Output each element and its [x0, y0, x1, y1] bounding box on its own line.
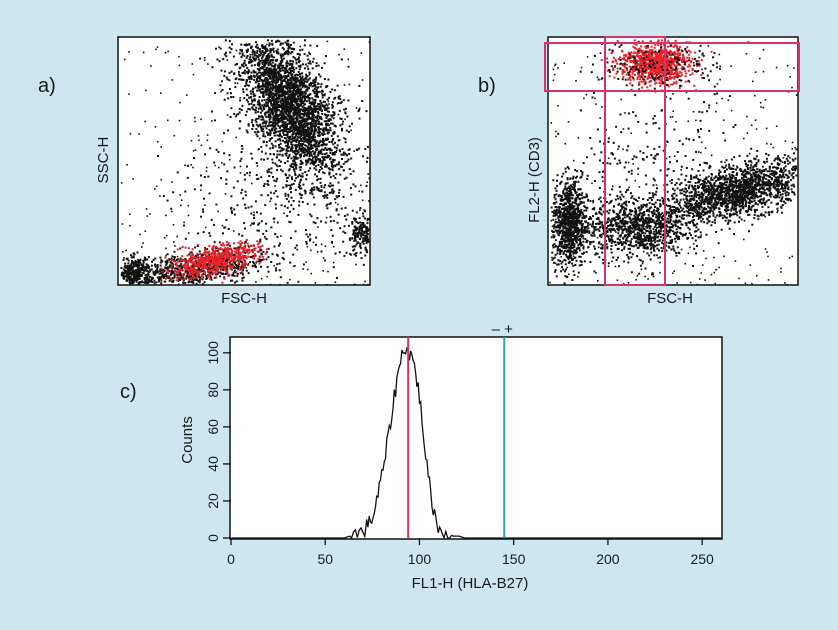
- panel-a-label: a): [38, 75, 56, 97]
- panel-c-markers: – +: [407, 321, 514, 538]
- panel-a-x-axis-label: FSC-H: [221, 290, 267, 307]
- panel-c-y-axis-label: Counts: [179, 416, 196, 464]
- panel-c-ticks: 0 50 100 150 200 250 0 20 40 60 80 100: [205, 341, 714, 567]
- y-tick-label: 40: [205, 456, 221, 472]
- panel-c-label: c): [120, 381, 137, 403]
- marker-sign-label: – +: [492, 321, 514, 338]
- panel-b: b) FSC-H FL2-H (CD3): [478, 36, 800, 307]
- x-tick-label: 50: [317, 551, 333, 567]
- panel-c-plot-area: [229, 336, 723, 540]
- panel-a: a) FSC-H SSC-H: [38, 36, 371, 307]
- panel-a-y-axis-label: SSC-H: [95, 137, 112, 184]
- x-tick-label: 0: [227, 551, 235, 567]
- panel-b-y-axis-label: FL2-H (CD3): [526, 137, 543, 223]
- y-tick-label: 20: [205, 493, 221, 509]
- panel-c-x-axis-label: FL1-H (HLA-B27): [412, 575, 529, 592]
- panel-b-x-axis-label: FSC-H: [647, 290, 693, 307]
- y-tick-label: 100: [205, 341, 221, 365]
- panel-a-dots: [120, 39, 371, 286]
- y-tick-label: 80: [205, 382, 221, 398]
- y-tick-label: 60: [205, 419, 221, 435]
- panel-b-gate-horizontal: [544, 42, 800, 92]
- y-tick-label: 0: [205, 534, 221, 542]
- panel-c: c) 0 50 100 150 200 250 0 20 40 60 80 100 – + FL1-H…: [120, 321, 723, 592]
- panel-b-dots: [549, 39, 798, 286]
- x-tick-label: 200: [596, 551, 620, 567]
- x-tick-label: 250: [690, 551, 714, 567]
- panel-c-histogram-line: [231, 346, 721, 541]
- panel-b-label: b): [478, 75, 496, 97]
- x-tick-label: 150: [502, 551, 526, 567]
- panel-b-gate-vertical: [604, 36, 666, 286]
- x-tick-label: 100: [408, 551, 432, 567]
